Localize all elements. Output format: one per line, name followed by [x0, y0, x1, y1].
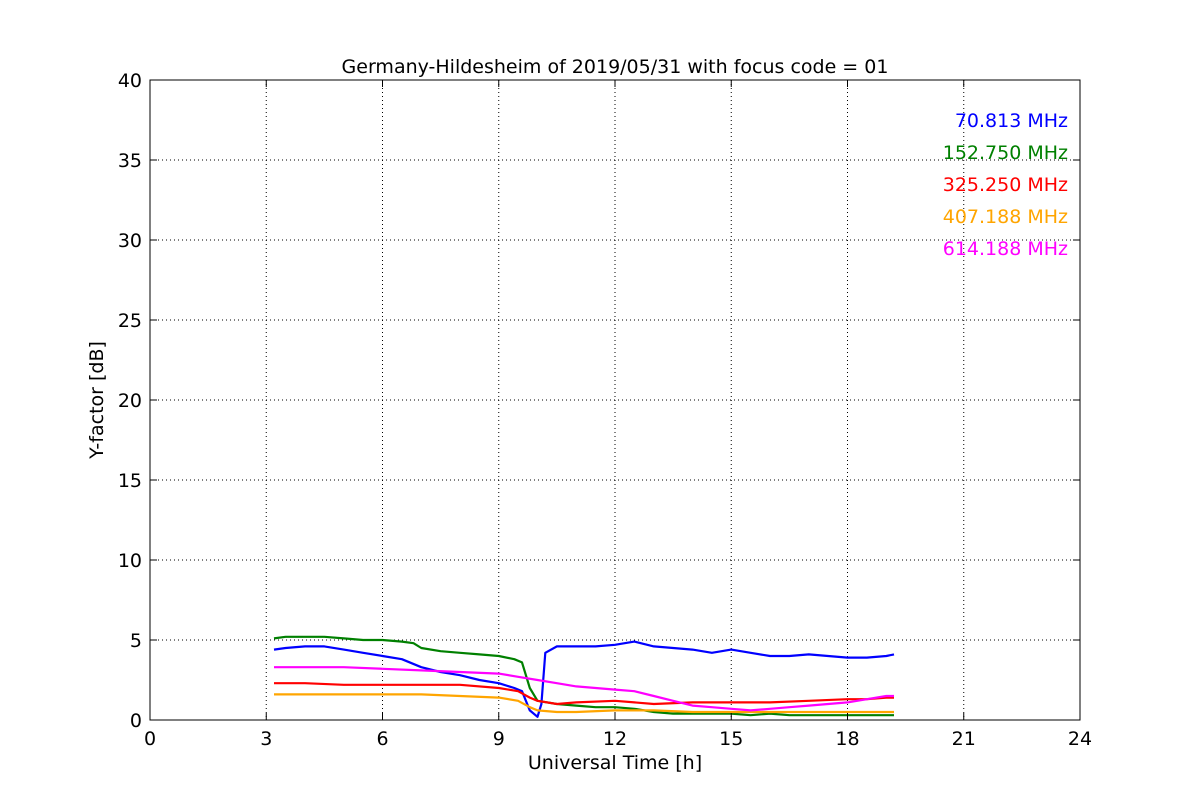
legend-entry: 70.813 MHz	[955, 110, 1068, 132]
y-tick-label: 15	[118, 470, 142, 492]
x-tick-label: 15	[719, 728, 743, 750]
x-tick-label: 0	[144, 728, 156, 750]
legend-entry: 325.250 MHz	[943, 174, 1068, 196]
chart-title: Germany-Hildesheim of 2019/05/31 with fo…	[342, 56, 889, 78]
x-axis-label: Universal Time [h]	[528, 752, 702, 774]
y-tick-label: 10	[118, 550, 142, 572]
y-tick-label: 5	[130, 630, 142, 652]
y-tick-label: 0	[130, 710, 142, 732]
legend-entry: 152.750 MHz	[943, 142, 1068, 164]
y-axis-label: Y-factor [dB]	[86, 341, 108, 460]
x-tick-label: 3	[260, 728, 272, 750]
y-tick-label: 35	[118, 150, 142, 172]
y-tick-label: 25	[118, 310, 142, 332]
y-tick-label: 40	[118, 70, 142, 92]
y-tick-label: 20	[118, 390, 142, 412]
x-tick-label: 12	[603, 728, 627, 750]
x-tick-label: 9	[493, 728, 505, 750]
x-tick-label: 21	[952, 728, 976, 750]
y-tick-label: 30	[118, 230, 142, 252]
x-tick-label: 18	[835, 728, 859, 750]
x-tick-label: 24	[1068, 728, 1092, 750]
x-tick-label: 6	[376, 728, 388, 750]
legend-entry: 407.188 MHz	[943, 206, 1068, 228]
legend-entry: 614.188 MHz	[943, 238, 1068, 260]
